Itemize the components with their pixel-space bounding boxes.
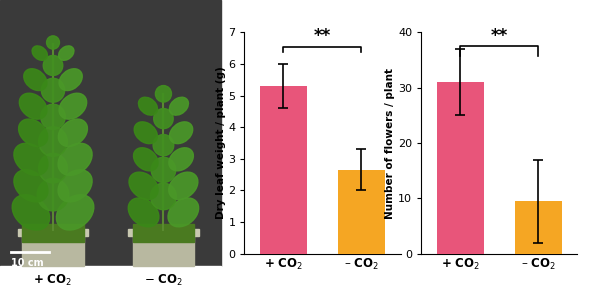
- Y-axis label: Number of flowers / plant: Number of flowers / plant: [385, 68, 395, 219]
- Ellipse shape: [58, 143, 92, 175]
- Ellipse shape: [47, 36, 59, 49]
- Ellipse shape: [134, 148, 158, 171]
- Ellipse shape: [58, 119, 87, 146]
- Ellipse shape: [128, 198, 159, 227]
- Y-axis label: Dry leaf weight / plant (g): Dry leaf weight / plant (g): [216, 67, 226, 219]
- Text: $-$ CO$_2$: $-$ CO$_2$: [144, 273, 183, 288]
- Ellipse shape: [43, 55, 63, 76]
- Ellipse shape: [41, 104, 65, 130]
- Ellipse shape: [41, 78, 65, 102]
- Ellipse shape: [59, 93, 87, 119]
- Ellipse shape: [168, 198, 198, 227]
- Ellipse shape: [169, 148, 193, 171]
- Bar: [0, 266, 221, 295]
- Ellipse shape: [19, 93, 47, 119]
- Ellipse shape: [59, 69, 82, 91]
- Ellipse shape: [32, 46, 48, 60]
- Ellipse shape: [24, 69, 47, 91]
- Ellipse shape: [39, 127, 67, 156]
- Bar: [22, 224, 84, 242]
- Text: 10 cm: 10 cm: [11, 258, 44, 268]
- Bar: [260, 86, 307, 254]
- Ellipse shape: [134, 122, 157, 144]
- Ellipse shape: [14, 170, 48, 202]
- Ellipse shape: [57, 195, 94, 230]
- FancyBboxPatch shape: [18, 229, 88, 236]
- Ellipse shape: [170, 122, 193, 144]
- FancyBboxPatch shape: [128, 229, 198, 236]
- Ellipse shape: [155, 86, 171, 102]
- Ellipse shape: [37, 178, 69, 211]
- Ellipse shape: [138, 97, 157, 115]
- Ellipse shape: [14, 143, 48, 175]
- Ellipse shape: [39, 153, 67, 183]
- FancyBboxPatch shape: [22, 230, 84, 266]
- Bar: [338, 170, 385, 254]
- Ellipse shape: [58, 46, 74, 60]
- Bar: [515, 201, 562, 254]
- Text: + CO$_2$: + CO$_2$: [34, 273, 72, 288]
- Ellipse shape: [170, 97, 188, 115]
- Ellipse shape: [169, 172, 198, 199]
- Ellipse shape: [151, 157, 176, 183]
- Ellipse shape: [58, 170, 92, 202]
- Text: **: **: [491, 27, 508, 45]
- Text: **: **: [314, 27, 331, 45]
- Ellipse shape: [151, 183, 176, 210]
- Ellipse shape: [129, 172, 158, 199]
- Ellipse shape: [154, 109, 173, 129]
- Ellipse shape: [19, 119, 48, 146]
- FancyBboxPatch shape: [133, 230, 194, 266]
- Bar: [436, 82, 484, 254]
- Ellipse shape: [153, 135, 174, 156]
- Ellipse shape: [12, 195, 49, 230]
- Bar: [133, 224, 194, 242]
